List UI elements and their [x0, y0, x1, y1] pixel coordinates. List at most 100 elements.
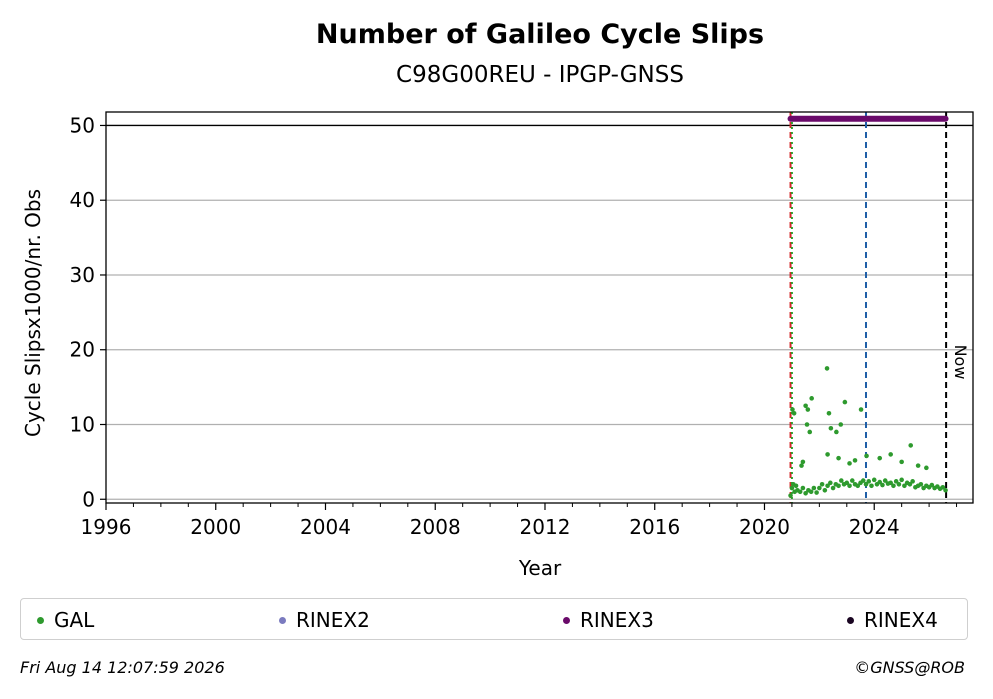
gal-data-point — [871, 477, 877, 483]
x-tick-label: 2008 — [410, 515, 461, 539]
x-tick-label: 2012 — [520, 515, 571, 539]
y-tick-label: 10 — [70, 413, 95, 437]
gal-data-point — [788, 493, 793, 498]
gal-data-point — [929, 482, 935, 488]
gal-data-point — [855, 483, 861, 489]
gal-data-point — [866, 479, 872, 484]
legend-label-rinex2: RINEX2 — [296, 608, 370, 632]
gal-data-point — [893, 479, 899, 484]
gal-data-point — [799, 463, 804, 468]
gal-data-point — [828, 425, 834, 431]
gal-data-point — [943, 487, 948, 493]
gal-data-point — [803, 403, 808, 409]
y-axis-label: Cycle Slipsx1000/nr. Obs — [21, 189, 45, 437]
gal-data-point — [803, 490, 808, 496]
gal-data-point — [807, 429, 813, 435]
gal-data-point — [877, 455, 883, 461]
legend: GAL RINEX2 RINEX3 RINEX4 — [20, 598, 968, 640]
x-tick-label: 1996 — [81, 515, 132, 539]
legend-marker-rinex3 — [563, 616, 570, 624]
y-tick-label: 0 — [82, 487, 95, 511]
cycle-slips-chart: Number of Galileo Cycle Slips C98G00REU … — [21, 19, 974, 580]
gal-data-point — [847, 461, 852, 466]
gal-data-point — [797, 489, 803, 495]
gal-data-point — [908, 443, 914, 448]
axis-layer: 0 10 20 30 40 50 1996 2000 2004 2008 2012 2016 2020 2… — [70, 113, 958, 539]
gal-data-point — [924, 465, 929, 471]
gal-data-point — [910, 479, 915, 484]
gal-data-point — [940, 485, 946, 490]
gal-data-point — [899, 459, 904, 465]
gal-data-point — [858, 407, 864, 412]
gal-data-point — [839, 478, 844, 483]
gal-data-point — [793, 483, 799, 489]
legend-item-rinex3: RINEX3 — [563, 608, 654, 632]
gal-data-point — [825, 452, 830, 457]
footer-timestamp: Fri Aug 14 12:07:59 2026 — [20, 658, 225, 677]
gal-data-point — [891, 483, 896, 489]
grid-layer — [106, 124, 973, 500]
legend-item-gal: GAL — [37, 608, 94, 632]
y-tick-label: 40 — [70, 188, 95, 212]
legend-label-rinex4: RINEX4 — [864, 608, 938, 632]
gal-data-point — [907, 482, 913, 487]
x-axis-label: Year — [518, 556, 562, 580]
legend-marker-gal — [37, 616, 44, 624]
gal-data-point — [852, 458, 858, 463]
gal-data-point — [915, 463, 921, 468]
gal-data-point — [834, 429, 839, 435]
gal-data-point — [789, 485, 795, 491]
gal-data-point — [828, 480, 833, 486]
gal-data-point — [808, 489, 814, 495]
x-tick-label: 2004 — [300, 515, 351, 539]
y-tick-label: 50 — [70, 113, 95, 137]
gal-data-point — [809, 396, 814, 401]
gal-data-point — [902, 483, 907, 489]
gal-data-point — [814, 490, 819, 495]
gal-data-point — [800, 485, 806, 491]
gal-data-point — [826, 410, 832, 416]
chart-title: Number of Galileo Cycle Slips — [316, 19, 764, 50]
gal-data-point — [864, 453, 869, 459]
legend-item-rinex4: RINEX4 — [847, 608, 938, 632]
gal-data-point — [830, 485, 836, 491]
gal-data-point — [817, 485, 822, 491]
gal-data-point — [880, 482, 885, 488]
gal-data-point — [791, 410, 797, 416]
legend-marker-rinex4 — [847, 616, 854, 624]
gal-data-point — [888, 480, 893, 486]
footer-credit: ©GNSS@ROB — [854, 658, 965, 677]
gal-data-point — [869, 483, 874, 489]
gal-data-point — [877, 479, 883, 485]
legend-label-rinex3: RINEX3 — [580, 608, 654, 632]
gal-data-point — [844, 480, 850, 486]
y-tick-label: 20 — [70, 338, 95, 362]
chart-subtitle: C98G00REU - IPGP-GNSS — [396, 62, 684, 88]
gal-data-point — [847, 483, 852, 489]
vertical-lines — [789, 112, 948, 503]
x-tick-label: 2000 — [190, 515, 241, 539]
gal-data-point — [849, 478, 855, 483]
gal-data-point — [860, 478, 866, 483]
gal-data-point — [819, 482, 825, 487]
x-tick-label: 2024 — [849, 515, 900, 539]
gal-data-point — [836, 455, 841, 461]
x-tick-label: 2020 — [739, 515, 790, 539]
gal-data-point — [825, 483, 830, 489]
data-layer — [787, 115, 949, 498]
gal-data-point — [918, 482, 924, 487]
plot-frame — [105, 111, 974, 504]
now-label: Now — [951, 345, 970, 380]
gal-data-point — [899, 477, 904, 483]
gal-data-point — [838, 422, 844, 427]
gal-data-point — [888, 452, 893, 457]
legend-item-rinex2: RINEX2 — [279, 608, 370, 632]
gal-data-point — [882, 478, 888, 483]
gal-data-point — [836, 483, 841, 489]
gal-data-point — [863, 482, 869, 487]
gal-data-point — [790, 407, 795, 412]
x-tick-label: 2016 — [629, 515, 680, 539]
legend-label-gal: GAL — [54, 608, 95, 632]
y-tick-label: 30 — [70, 263, 95, 287]
gal-data-point — [822, 487, 828, 493]
